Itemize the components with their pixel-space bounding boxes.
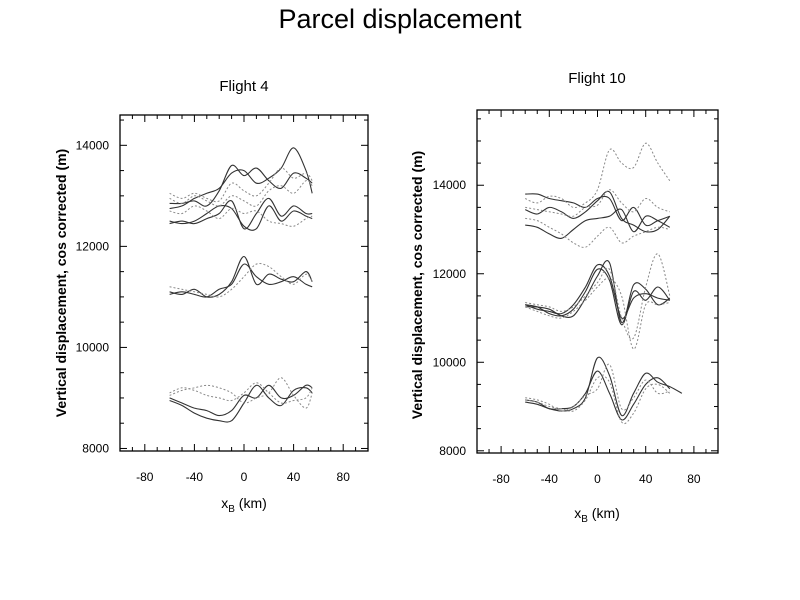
- plot-area: -80 -40 0 40 80 8000 10000 12000 14000: [433, 109, 719, 486]
- x-axis-label: xB (km): [221, 495, 267, 515]
- x-tick-label: -80: [136, 470, 154, 484]
- x-tick-label: 80: [337, 470, 351, 484]
- y-tick-label: 10000: [76, 340, 110, 354]
- series-line: [169, 382, 313, 404]
- y-tick-label: 14000: [433, 178, 467, 192]
- y-tick-label: 8000: [439, 444, 466, 458]
- y-tick-label: 12000: [76, 239, 110, 253]
- x-tick-label: 40: [639, 472, 653, 486]
- series-line: [525, 363, 670, 412]
- series-line: [525, 370, 671, 421]
- series-line: [525, 375, 671, 425]
- series-line: [525, 260, 671, 323]
- x-axis-label: xB (km): [574, 505, 620, 525]
- series-line: [169, 204, 313, 231]
- series-line: [169, 262, 313, 298]
- x-tick-label: -40: [186, 470, 204, 484]
- x-tick-label: 0: [594, 472, 601, 486]
- panel-title: Flight 10: [568, 70, 626, 87]
- y-tick-label: 10000: [433, 355, 467, 369]
- figure-title: Parcel displacement: [278, 4, 522, 34]
- series-line: [525, 356, 683, 417]
- series-line: [525, 217, 670, 248]
- series-line: [525, 193, 671, 227]
- series-line: [525, 277, 670, 350]
- series-line: [169, 205, 313, 227]
- series-line: [169, 263, 313, 298]
- series-line: [169, 197, 313, 230]
- x-tick-label: 80: [687, 472, 701, 486]
- series-line: [525, 268, 671, 326]
- x-tick-label: 0: [241, 470, 248, 484]
- series-line: [169, 147, 313, 210]
- series-line: [169, 180, 313, 207]
- series-line: [525, 208, 671, 239]
- plot-frame: [476, 109, 719, 454]
- y-tick-label: 8000: [82, 441, 109, 455]
- x-tick-label: -80: [492, 472, 510, 486]
- y-axis-label: Vertical displacement, cos corrected (m): [53, 149, 69, 417]
- series-line: [524, 142, 671, 209]
- series-line: [169, 164, 313, 207]
- x-tick-label: 40: [287, 470, 301, 484]
- y-axis-label: Vertical displacement, cos corrected (m): [409, 151, 425, 419]
- panel-title: Flight 4: [219, 78, 268, 95]
- plot-frame: [119, 114, 369, 452]
- chart-flight-4: Flight 4 Vertical displacement, cos corr…: [53, 78, 369, 515]
- plot-area: -80 -40 0 40 80 8000 10000 12000 14000: [76, 114, 369, 484]
- series-line: [525, 189, 670, 217]
- series-line: [525, 253, 671, 340]
- y-tick-label: 14000: [76, 138, 110, 152]
- series-line: [524, 190, 671, 233]
- chart-flight-10: Flight 10 Vertical displacement, cos cor…: [409, 70, 719, 525]
- y-tick-label: 12000: [433, 267, 467, 281]
- series-line: [169, 377, 313, 409]
- x-tick-label: -40: [541, 472, 559, 486]
- series-line: [524, 263, 670, 319]
- series-line: [169, 255, 313, 298]
